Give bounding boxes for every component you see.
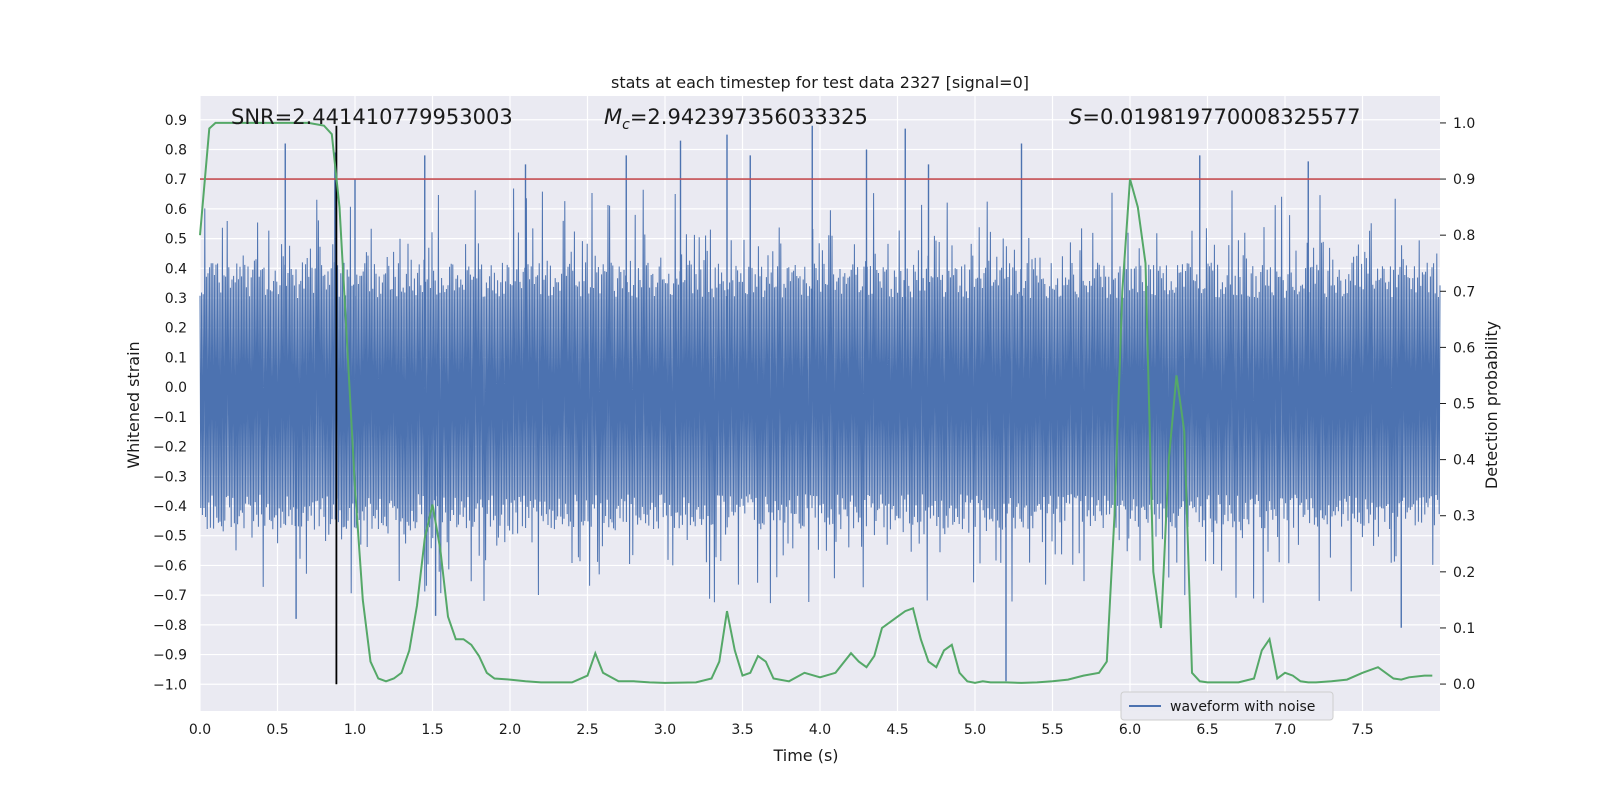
y-tick-label: −0.2 bbox=[153, 440, 187, 456]
x-tick-label: 2.0 bbox=[499, 722, 521, 738]
y-tick-label: 0.4 bbox=[165, 261, 187, 277]
y2-tick-label: 0.7 bbox=[1453, 284, 1475, 300]
x-tick-label: 4.5 bbox=[886, 722, 908, 738]
overlay bbox=[199, 121, 1440, 685]
y2-tick-label: 0.0 bbox=[1453, 677, 1475, 693]
y2-tick-label: 0.6 bbox=[1453, 340, 1475, 356]
y2-tick-label: 0.9 bbox=[1453, 172, 1475, 188]
mc-symbol: M bbox=[604, 105, 622, 129]
y2-tick-label: 0.5 bbox=[1453, 397, 1475, 413]
y-tick-label: 0.3 bbox=[165, 291, 187, 307]
x-tick-label: 5.5 bbox=[1041, 722, 1063, 738]
mc-subscript: c bbox=[622, 117, 630, 133]
x-tick-label: 2.5 bbox=[576, 722, 598, 738]
waveform-trace bbox=[199, 188, 1441, 604]
y2-tick-label: 1.0 bbox=[1453, 116, 1475, 132]
y-tick-label: 0.1 bbox=[165, 350, 187, 366]
s-symbol: S bbox=[1069, 105, 1082, 129]
y-tick-label: 0.9 bbox=[165, 113, 187, 129]
x-tick-label: 6.5 bbox=[1196, 722, 1218, 738]
legend-box bbox=[1120, 691, 1334, 721]
s-value: =0.019819770008325577 bbox=[1082, 105, 1360, 129]
y2-tick-label: 0.8 bbox=[1453, 228, 1475, 244]
y-tick-label: −0.5 bbox=[153, 529, 187, 545]
y2-tick-label: 0.3 bbox=[1453, 509, 1475, 525]
x-tick-label: 1.5 bbox=[421, 722, 443, 738]
y2-tick-label: 0.1 bbox=[1453, 621, 1475, 637]
y-tick-label: −0.1 bbox=[153, 410, 187, 426]
waveform-series bbox=[199, 125, 1441, 682]
mc-value: =2.942397356033325 bbox=[630, 105, 868, 129]
x-axis-label: Time (s) bbox=[772, 746, 838, 765]
x-tick-label: 7.5 bbox=[1351, 722, 1373, 738]
y-tick-label: −0.6 bbox=[153, 558, 187, 574]
y-tick-label: −0.7 bbox=[153, 588, 187, 604]
legend-label-waveform: waveform with noise bbox=[1170, 699, 1315, 715]
y-tick-label: 0.2 bbox=[165, 321, 187, 337]
y2-axis-label: Detection probability bbox=[1482, 321, 1501, 489]
x-tick-label: 7.0 bbox=[1274, 722, 1296, 738]
y-tick-label: −0.9 bbox=[153, 648, 187, 664]
chart-title: stats at each timestep for test data 232… bbox=[611, 73, 1029, 92]
snr-annotation: SNR=2.441410779953003 bbox=[231, 105, 513, 129]
x-tick-label: 5.0 bbox=[964, 722, 986, 738]
y-tick-label: 0.5 bbox=[165, 232, 187, 248]
x-tick-label: 3.5 bbox=[731, 722, 753, 738]
y-tick-label: 0.0 bbox=[165, 380, 187, 396]
x-tick-label: 6.0 bbox=[1119, 722, 1141, 738]
x-tick-label: 4.0 bbox=[809, 722, 831, 738]
y2-tick-label: 0.2 bbox=[1453, 565, 1475, 581]
y-tick-label: −0.3 bbox=[153, 469, 187, 485]
y-tick-label: −0.4 bbox=[153, 499, 187, 515]
x-tick-label: 0.0 bbox=[189, 722, 211, 738]
y-tick-label: 0.6 bbox=[165, 202, 187, 218]
chirp-mass-annotation: Mc=2.942397356033325 bbox=[604, 105, 868, 133]
y-tick-label: −0.8 bbox=[153, 618, 187, 634]
detection-probability-line bbox=[199, 121, 1433, 684]
s-annotation: S=0.019819770008325577 bbox=[1069, 105, 1360, 129]
axes: 0.0 0.5 1.0 1.5 2.0 2.5 3.0 3.5 4.0 4.5 5.0 5.5 6.0 6… bbox=[153, 113, 1475, 738]
x-tick-label: 3.0 bbox=[654, 722, 676, 738]
x-tick-label: 1.0 bbox=[344, 722, 366, 738]
legend: waveform with noise bbox=[1120, 691, 1334, 721]
x-tick-label: 0.5 bbox=[266, 722, 288, 738]
y-tick-label: 0.7 bbox=[165, 172, 187, 188]
y-tick-label: −1.0 bbox=[153, 677, 187, 693]
y-axis-label: Whitened strain bbox=[124, 341, 143, 468]
y2-tick-label: 0.4 bbox=[1453, 453, 1475, 469]
y-tick-label: 0.8 bbox=[165, 142, 187, 158]
